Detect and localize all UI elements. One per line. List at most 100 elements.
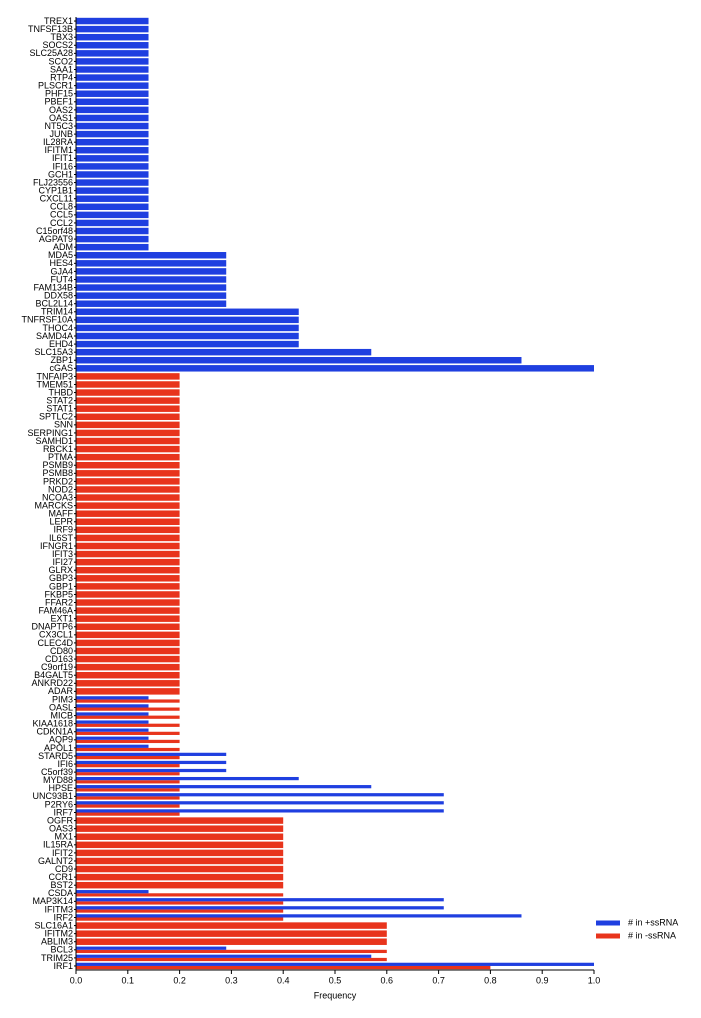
bar: [76, 801, 444, 805]
y-tick-label: RBCK1: [43, 444, 73, 454]
y-tick-label: CCL2: [50, 218, 73, 228]
bar: [76, 965, 491, 970]
y-tick-label: SLC25A28: [29, 48, 73, 58]
y-tick-label: FAM46A: [38, 605, 73, 615]
bar: [76, 723, 180, 727]
y-tick-label: OAS1: [49, 113, 73, 123]
bar: [76, 841, 284, 849]
y-tick-label: IFI16: [52, 161, 73, 171]
bar: [76, 680, 180, 687]
bar: [76, 227, 149, 235]
bar: [76, 219, 149, 227]
bar: [76, 922, 387, 929]
y-tick-label: C9orf19: [41, 662, 73, 672]
bar: [76, 453, 180, 461]
y-tick-label: IRF9: [53, 525, 73, 535]
bar: [76, 962, 594, 966]
y-tick-label: SLC16A1: [34, 920, 73, 930]
bar: [76, 747, 180, 752]
y-tick-label: CCL8: [50, 202, 73, 212]
bar: [76, 534, 180, 542]
bar: [76, 873, 284, 881]
bar: [76, 954, 372, 958]
bar: [76, 98, 149, 106]
y-tick-label: OGFR: [47, 815, 73, 825]
y-tick-label: CX3CL1: [39, 630, 73, 640]
y-tick-label: PSMB8: [42, 468, 73, 478]
bar: [76, 284, 227, 291]
y-tick-label: STAT2: [46, 395, 73, 405]
bar: [76, 58, 149, 65]
bar: [76, 780, 180, 784]
bar: [76, 365, 594, 372]
y-tick-label: GBP3: [49, 573, 73, 583]
bar: [76, 526, 180, 534]
legend-label: # in -ssRNA: [628, 930, 676, 940]
bar: [76, 957, 387, 962]
bar: [76, 42, 149, 49]
bar: [76, 268, 227, 275]
bar: [76, 647, 180, 655]
y-tick-label: GLRX: [48, 565, 73, 575]
y-tick-label: IFIT3: [52, 549, 73, 559]
bar: [76, 494, 180, 501]
y-tick-label: IL15RA: [43, 840, 73, 850]
bar: [76, 389, 180, 396]
bar: [76, 462, 180, 469]
bar: [76, 865, 284, 873]
y-tick-label: PLSCR1: [38, 81, 73, 91]
bar: [76, 122, 149, 130]
bar: [76, 25, 149, 33]
bar: [76, 699, 180, 703]
y-tick-label: TNFSF13B: [28, 24, 73, 34]
bar: [76, 583, 180, 590]
bar: [76, 300, 227, 307]
y-tick-label: IFI6: [57, 759, 73, 769]
y-tick-label: FUT4: [51, 274, 74, 284]
bar: [76, 340, 299, 348]
bar: [76, 893, 284, 897]
x-tick-label: 0.3: [225, 975, 238, 985]
y-tick-label: cGAS: [49, 363, 73, 373]
bar: [76, 316, 299, 324]
bar: [76, 817, 284, 824]
y-tick-label: CD80: [50, 646, 73, 656]
bar: [76, 486, 180, 493]
y-tick-label: CD163: [45, 654, 73, 664]
y-tick-label: IFITM1: [45, 145, 74, 155]
bar: [76, 898, 444, 902]
bar: [76, 671, 180, 679]
bar: [76, 631, 180, 639]
bar: [76, 906, 444, 910]
bar: [76, 308, 299, 316]
bar: [76, 147, 149, 154]
bar: [76, 785, 372, 789]
bar: [76, 518, 180, 525]
legend-label: # in +ssRNA: [628, 917, 678, 927]
bar: [76, 74, 149, 81]
y-tick-label: IL28RA: [43, 137, 73, 147]
bar: [76, 736, 149, 740]
bar: [76, 17, 149, 25]
bar: [76, 421, 180, 429]
bar: [76, 235, 149, 243]
bar: [76, 772, 180, 776]
bar: [76, 478, 180, 485]
y-tick-label: ZBP1: [50, 355, 73, 365]
bar: [76, 195, 149, 202]
bar: [76, 276, 227, 283]
y-tick-label: IFITM3: [45, 904, 74, 914]
bar: [76, 857, 284, 865]
y-tick-label: TRIM25: [41, 953, 73, 963]
x-tick-label: 0.9: [536, 975, 549, 985]
y-tick-label: FKBP5: [44, 589, 73, 599]
bar: [76, 788, 180, 792]
bar: [76, 575, 180, 582]
y-tick-label: KIAA1618: [32, 719, 73, 729]
bar: [76, 292, 227, 299]
bar: [76, 114, 149, 122]
bar: [76, 211, 149, 219]
y-tick-label: SPTLC2: [39, 412, 73, 422]
y-tick-label: STARD5: [38, 751, 73, 761]
y-tick-label: MDA5: [48, 250, 73, 260]
